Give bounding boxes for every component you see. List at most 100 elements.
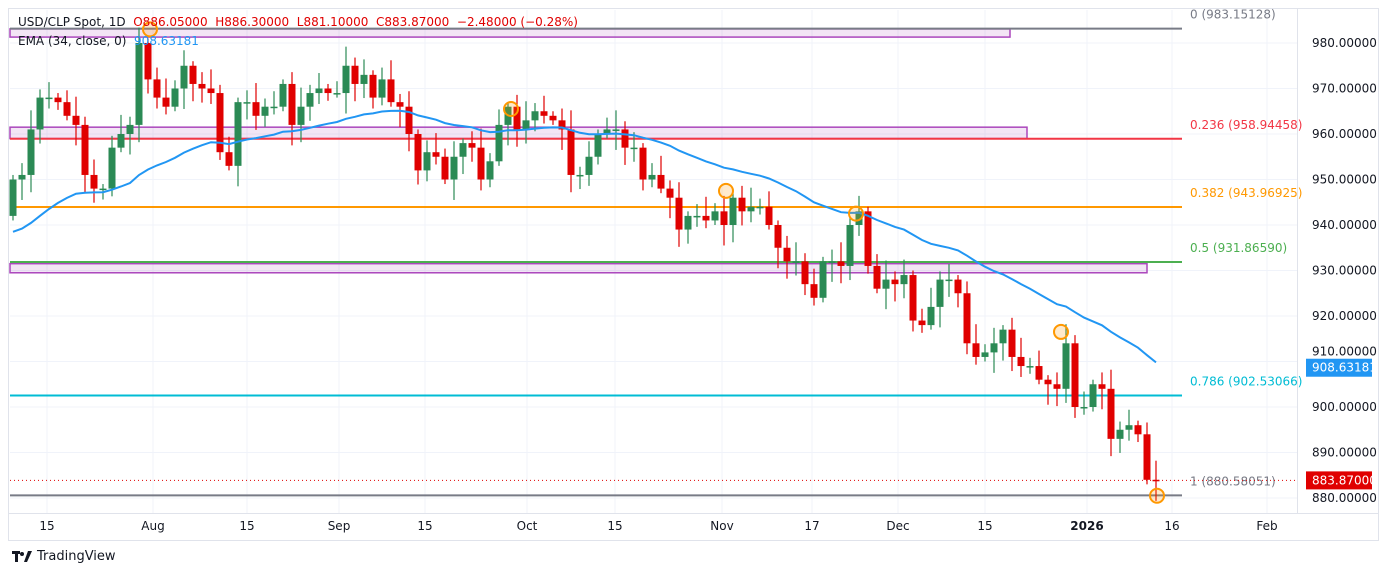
candle-up	[585, 156, 593, 175]
candle-down	[765, 206, 773, 225]
symbol-title: USD/CLP Spot, 1D	[18, 15, 126, 29]
candle-up	[459, 143, 467, 157]
candle-down	[909, 275, 917, 321]
candle-down	[639, 147, 647, 180]
candle-up	[423, 152, 431, 171]
fib-level-label: 0.382 (943.96925)	[1190, 186, 1302, 200]
candle-up	[729, 197, 737, 225]
candle-up	[180, 65, 188, 89]
y-tick-label: 910.00000	[1312, 345, 1377, 359]
candle-down	[1035, 366, 1043, 380]
candle-up	[1125, 425, 1133, 430]
candle-up	[747, 206, 755, 212]
candle-down	[513, 106, 521, 130]
candle-down	[324, 88, 332, 94]
candle-up	[360, 74, 368, 84]
x-tick-label: 15	[239, 519, 254, 533]
symbol-legend: USD/CLP Spot, 1D O886.05000 H886.30000 L…	[18, 15, 578, 29]
x-tick-label: Feb	[1256, 519, 1277, 533]
y-tick-label: 980.00000	[1312, 36, 1377, 50]
candle-down	[468, 143, 476, 148]
candle-down	[702, 215, 710, 221]
change-value: −2.48000 (−0.28%)	[456, 15, 578, 29]
candle-down	[90, 174, 98, 189]
candle-down	[1152, 479, 1160, 482]
candle-up	[981, 352, 989, 357]
candle-up	[1089, 384, 1097, 407]
candle-down	[351, 65, 359, 84]
candle-up	[279, 83, 287, 107]
last-price-label: 883.87000	[1312, 473, 1377, 487]
x-tick-label: Aug	[141, 519, 164, 533]
candle-up	[333, 93, 341, 95]
candle-up	[945, 279, 953, 282]
candle-down	[144, 43, 152, 80]
tradingview-logo[interactable]: TradingView	[12, 549, 116, 564]
candle-up	[270, 106, 278, 109]
candle-down	[1071, 343, 1079, 407]
candle-down	[1134, 425, 1142, 435]
high-value: H886.30000	[215, 15, 290, 29]
candle-up	[900, 275, 908, 285]
candle-down	[873, 265, 881, 289]
candle-down	[162, 97, 170, 107]
y-tick-label: 920.00000	[1312, 309, 1377, 323]
candle-down	[477, 147, 485, 180]
highlight-circle	[142, 21, 158, 38]
candle-down	[801, 261, 809, 285]
candle-down	[864, 211, 872, 266]
x-tick-label: Oct	[517, 519, 538, 533]
candle-up	[792, 261, 800, 263]
x-tick-label: 15	[39, 519, 54, 533]
chart-frame	[8, 8, 1379, 541]
ema-line	[12, 109, 1157, 364]
candle-up	[117, 134, 125, 148]
candle-down	[81, 124, 89, 175]
candle-up	[927, 306, 935, 326]
x-tick-label: 15	[977, 519, 992, 533]
y-tick-label: 900.00000	[1312, 400, 1377, 414]
fib-level-label: 0.236 (958.94458)	[1190, 118, 1302, 132]
candle-down	[63, 102, 71, 116]
candle-down	[207, 88, 215, 94]
candle-down	[621, 129, 629, 148]
candle-down	[441, 156, 449, 180]
candle-down	[432, 152, 440, 157]
candle-down	[837, 261, 845, 266]
candle-down	[1008, 329, 1016, 357]
highlight-circle	[848, 205, 864, 222]
candle-down	[657, 174, 665, 189]
candle-up	[495, 124, 503, 162]
candle-down	[216, 93, 224, 153]
candle-up	[306, 93, 314, 107]
ema-legend[interactable]: EMA (34, close, 0) 908.63181	[18, 34, 199, 48]
x-tick-label: Nov	[710, 519, 733, 533]
candle-up	[108, 147, 116, 189]
candle-down	[1107, 388, 1115, 439]
candle-down	[810, 284, 818, 298]
highlight-circle	[503, 100, 519, 117]
candle-down	[225, 152, 233, 166]
candle-down	[387, 79, 395, 103]
candle-down	[1044, 379, 1052, 385]
last-price-badge	[1306, 471, 1372, 490]
candle-up	[693, 215, 701, 218]
candle-up	[36, 97, 44, 130]
x-tick-label: 17	[804, 519, 819, 533]
candle-down	[963, 293, 971, 344]
candle-up	[612, 129, 620, 131]
candle-up	[882, 279, 890, 289]
candle-down	[189, 65, 197, 84]
candle-down	[396, 102, 404, 107]
candle-up	[1116, 429, 1124, 439]
candle-up	[1026, 366, 1034, 368]
ema-value: 908.63181	[134, 34, 199, 48]
candle-up	[315, 88, 323, 94]
candle-down	[252, 102, 260, 116]
candle-up	[126, 124, 134, 134]
candle-down	[369, 74, 377, 98]
candle-down	[198, 83, 206, 89]
candle-down	[405, 106, 413, 134]
candle-down	[1053, 384, 1061, 389]
